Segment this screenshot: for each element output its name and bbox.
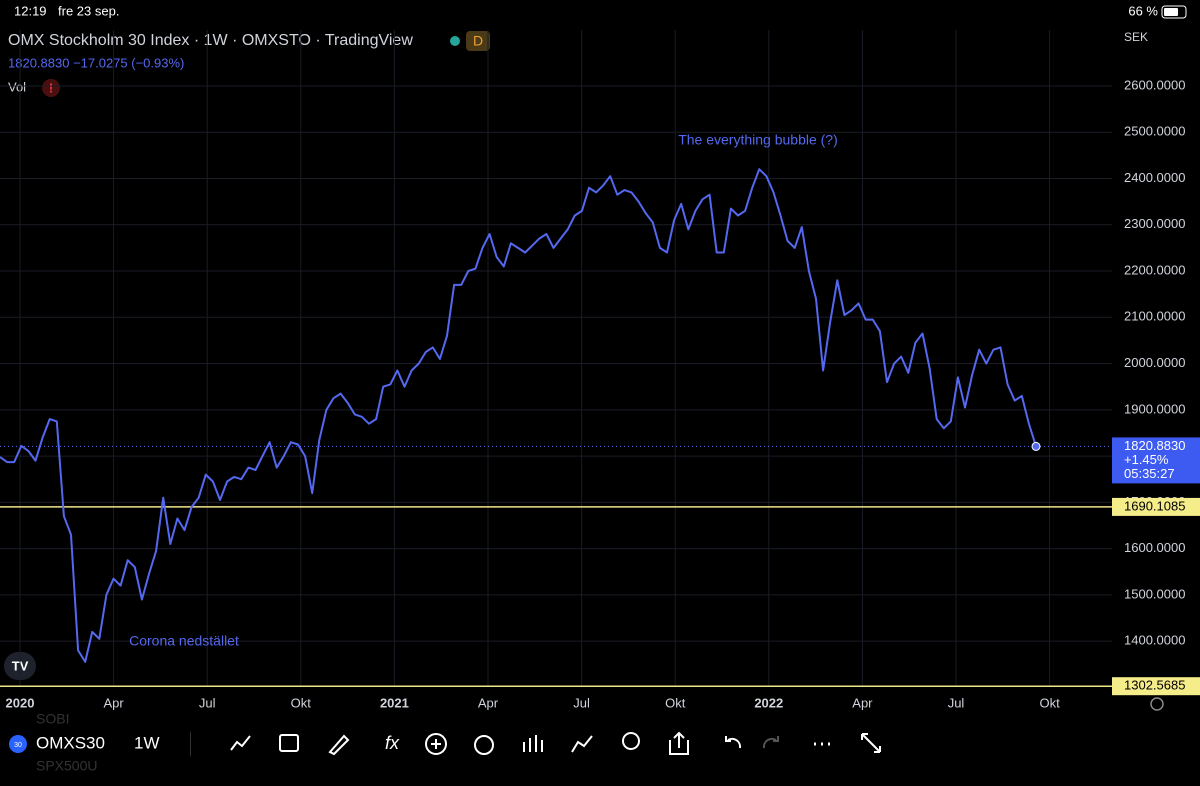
settings-icon[interactable] [1150, 697, 1164, 711]
price-label-bg [1112, 497, 1200, 516]
alert-btn[interactable] [474, 735, 494, 755]
undo-btn[interactable] [725, 736, 742, 749]
y-tick-label: 2200.0000 [1124, 262, 1185, 277]
currency[interactable]: SEK [1124, 30, 1148, 44]
price-label-bg [1112, 677, 1200, 696]
y-tick-label: 1900.0000 [1124, 401, 1185, 416]
add-plus [431, 739, 441, 749]
status-time: 12:19 [14, 3, 47, 18]
compare-btn[interactable] [279, 734, 299, 752]
x-tick-label: Apr [103, 695, 124, 710]
share-btn[interactable] [669, 731, 689, 755]
y-tick-label: 2300.0000 [1124, 216, 1185, 231]
symbol[interactable]: OMXS30 [36, 733, 105, 752]
status-date: fre 23 sep. [58, 3, 119, 18]
symbol-badge-text: 30 [14, 742, 22, 749]
chart-title: OMX Stockholm 30 Index · 1W · OMXSTO · T… [8, 32, 413, 49]
replay-btn[interactable] [571, 735, 593, 753]
price-label: 1302.5685 [1124, 678, 1185, 693]
price-line [0, 168, 1037, 663]
price-label: 1690.1085 [1124, 498, 1185, 513]
battery-level [1164, 8, 1178, 16]
x-tick-label: Okt [665, 695, 686, 710]
battery-icon [1161, 5, 1187, 19]
x-tick-label: 2020 [6, 695, 35, 710]
toolbar: SOBI SPX500U 30 OMXS30 1W fx [0, 711, 1200, 786]
chart-type-btn[interactable] [230, 735, 251, 751]
y-tick-label: 2400.0000 [1124, 170, 1185, 185]
y-tick-label: 1600.0000 [1124, 540, 1185, 555]
interval[interactable]: 1W [134, 733, 160, 752]
last-price-change: +1.45% [1124, 452, 1169, 467]
delay-label: D [473, 33, 483, 49]
ghost-symbol: SOBI [36, 711, 69, 727]
y-tick-label: 2500.0000 [1124, 124, 1185, 139]
x-tick-label: 2022 [754, 695, 783, 710]
add-btn[interactable] [425, 733, 447, 755]
x-tick-label: Okt [291, 695, 312, 710]
toolbar-bg [0, 716, 1200, 786]
delay-badge [466, 31, 490, 51]
bar-countdown: 05:35:27 [1124, 466, 1175, 481]
volume-warning[interactable] [42, 79, 60, 97]
y-tick-label: 2000.0000 [1124, 355, 1185, 370]
x-tick-label: Jul [199, 695, 216, 710]
x-tick-label: 2021 [380, 695, 409, 710]
y-tick-label: 2100.0000 [1124, 309, 1185, 324]
last-price-box [1112, 437, 1200, 484]
redo-btn[interactable] [762, 736, 779, 749]
ghost-symbol: SPX500U [36, 758, 97, 774]
warning-mark: ! [49, 80, 53, 95]
x-tick-label: Apr [852, 695, 873, 710]
y-tick-label: 2600.0000 [1124, 77, 1185, 92]
separator [190, 732, 191, 756]
market-status [450, 36, 460, 46]
x-tick-label: Jul [573, 695, 590, 710]
volume-label: Vol [8, 79, 26, 94]
x-tick-label: Okt [1039, 695, 1060, 710]
y-tick-label: 1400.0000 [1124, 633, 1185, 648]
status-battery: 66 % [1128, 3, 1158, 18]
indicators-btn[interactable]: fx [385, 733, 400, 753]
fullscreen-btn[interactable] [861, 733, 881, 753]
bars-btn[interactable] [523, 735, 543, 752]
last-price: 1820.8830 [1124, 438, 1185, 453]
x-tick-label: Apr [478, 695, 499, 710]
annotation: Corona nedstället [129, 633, 239, 649]
ideas-btn[interactable] [622, 732, 640, 750]
quote: 1820.8830 −17.0275 (−0.93%) [8, 55, 184, 70]
symbol-badge [9, 735, 27, 753]
y-tick-label: 1500.0000 [1124, 586, 1185, 601]
draw-btn[interactable] [328, 734, 350, 756]
x-tick-label: Jul [948, 695, 965, 710]
annotation: The everything bubble (?) [678, 132, 838, 148]
last-point [1031, 441, 1041, 451]
